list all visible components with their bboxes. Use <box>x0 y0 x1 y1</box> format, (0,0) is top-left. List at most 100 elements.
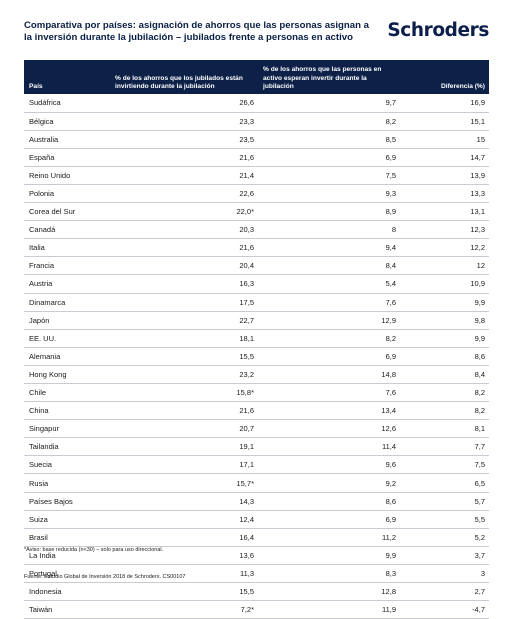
cell-difference: 5,5 <box>400 510 489 529</box>
cell-retirees: 7,2* <box>110 600 258 619</box>
cell-difference: 9,9 <box>400 293 489 312</box>
cell-workers: 12,8 <box>258 582 400 602</box>
cell-retirees: 15,7* <box>110 473 258 493</box>
cell-retirees: 22,7 <box>110 311 258 330</box>
cell-country: Indonesia <box>24 582 110 602</box>
cell-workers: 6,9 <box>258 347 400 366</box>
table-row: Chile 15,8* 7,6 8,2 <box>24 383 489 403</box>
table-header: País % de los ahorros que los jubilados … <box>24 60 489 94</box>
cell-workers: 8 <box>258 220 400 240</box>
cell-retirees: 21,4 <box>110 166 258 185</box>
table-row: Hong Kong 23,2 14,8 8,4 <box>24 365 489 385</box>
cell-difference: 8,1 <box>400 419 489 439</box>
cell-difference: 7,7 <box>400 437 489 457</box>
table-row: Indonesia 15,5 12,8 2,7 <box>24 582 489 602</box>
cell-retirees: 21,6 <box>110 401 258 421</box>
cell-retirees: 23,2 <box>110 365 258 385</box>
cell-retirees: 16,3 <box>110 274 258 294</box>
page-title: Comparativa por países: asignación de ah… <box>24 20 369 43</box>
cell-country: Portugal <box>24 564 110 584</box>
cell-retirees: 18,1 <box>110 329 258 348</box>
table-row: Austria 16,3 5,4 10,9 <box>24 274 489 294</box>
cell-country: Rusia <box>24 473 110 493</box>
cell-retirees: 15,5 <box>110 582 258 602</box>
comparison-table: País % de los ahorros que los jubilados … <box>24 60 489 619</box>
cell-country: Reino Unido <box>24 166 110 185</box>
cell-difference: 3,7 <box>400 546 489 565</box>
cell-workers: 5,4 <box>258 274 400 294</box>
cell-retirees: 11,3 <box>110 564 258 584</box>
cell-country: Hong Kong <box>24 365 110 385</box>
cell-retirees: 19,1 <box>110 437 258 457</box>
cell-workers: 9,9 <box>258 546 400 565</box>
cell-difference: 8,4 <box>400 365 489 385</box>
cell-country: Italia <box>24 238 110 258</box>
cell-workers: 14,8 <box>258 365 400 385</box>
table-row: Sudáfrica 26,6 9,7 16,9 <box>24 94 489 113</box>
table-row: Francia 20,4 8,4 12 <box>24 256 489 276</box>
cell-workers: 9,4 <box>258 238 400 258</box>
cell-retirees: 15,8* <box>110 383 258 403</box>
cell-difference: 8,6 <box>400 347 489 366</box>
cell-difference: 10,9 <box>400 274 489 294</box>
cell-retirees: 20,3 <box>110 220 258 240</box>
header: Comparativa por países: asignación de ah… <box>24 20 489 56</box>
cell-country: Países Bajos <box>24 492 110 511</box>
cell-workers: 8,4 <box>258 256 400 276</box>
cell-country: Bélgica <box>24 112 110 131</box>
cell-workers: 9,7 <box>258 94 400 113</box>
cell-difference: 13,3 <box>400 184 489 204</box>
schroders-logo: Schroders <box>387 20 489 41</box>
table-row: Tailandia 19,1 11,4 7,7 <box>24 437 489 457</box>
table-body: Sudáfrica 26,6 9,7 16,9 Bélgica 23,3 8,2 15,1 Au… <box>24 94 489 619</box>
table-row: EE. UU. 18,1 8,2 9,9 <box>24 329 489 348</box>
header-workers: % de los ahorros que las personas en act… <box>263 66 382 90</box>
cell-country: Australia <box>24 130 110 149</box>
cell-difference: 8,2 <box>400 383 489 403</box>
footnote: *Aviso: base reducida (n<30) – solo para… <box>24 547 164 553</box>
cell-workers: 11,9 <box>258 600 400 619</box>
cell-country: Chile <box>24 383 110 403</box>
table-row: Bélgica 23,3 8,2 15,1 <box>24 112 489 131</box>
cell-country: Corea del Sur <box>24 202 110 222</box>
table-row: Italia 21,6 9,4 12,2 <box>24 238 489 258</box>
cell-workers: 11,4 <box>258 437 400 457</box>
table-row: Taiwán 7,2* 11,9 -4,7 <box>24 600 489 619</box>
cell-country: Suiza <box>24 510 110 529</box>
cell-workers: 9,2 <box>258 473 400 493</box>
table-row: China 21,6 13,4 8,2 <box>24 401 489 421</box>
cell-country: Francia <box>24 256 110 276</box>
cell-country: Tailandia <box>24 437 110 457</box>
cell-difference: 14,7 <box>400 148 489 167</box>
table-row: Canadá 20,3 8 12,3 <box>24 220 489 240</box>
cell-country: Taiwán <box>24 600 110 619</box>
cell-workers: 11,2 <box>258 528 400 547</box>
cell-difference: 5,2 <box>400 528 489 547</box>
cell-workers: 6,9 <box>258 148 400 167</box>
cell-country: Canadá <box>24 220 110 240</box>
cell-workers: 9,3 <box>258 184 400 204</box>
cell-country: La India <box>24 546 110 565</box>
table-row: Alemania 15,5 6,9 8,6 <box>24 347 489 366</box>
cell-country: Japón <box>24 311 110 330</box>
cell-workers: 12,6 <box>258 419 400 439</box>
cell-country: Singapur <box>24 419 110 439</box>
cell-difference: 12,2 <box>400 238 489 258</box>
cell-country: España <box>24 148 110 167</box>
cell-difference: 9,9 <box>400 329 489 348</box>
cell-retirees: 21,6 <box>110 148 258 167</box>
cell-retirees: 22,6 <box>110 184 258 204</box>
cell-workers: 7,6 <box>258 293 400 312</box>
cell-retirees: 22,0* <box>110 202 258 222</box>
cell-retirees: 17,1 <box>110 455 258 475</box>
cell-workers: 8,3 <box>258 564 400 584</box>
cell-country: Suecia <box>24 455 110 475</box>
cell-retirees: 20,7 <box>110 419 258 439</box>
header-row: País % de los ahorros que los jubilados … <box>24 60 489 94</box>
cell-workers: 6,9 <box>258 510 400 529</box>
cell-difference: 16,9 <box>400 94 489 113</box>
cell-difference: 13,1 <box>400 202 489 222</box>
cell-retirees: 12,4 <box>110 510 258 529</box>
cell-difference: 15 <box>400 130 489 149</box>
cell-retirees: 20,4 <box>110 256 258 276</box>
